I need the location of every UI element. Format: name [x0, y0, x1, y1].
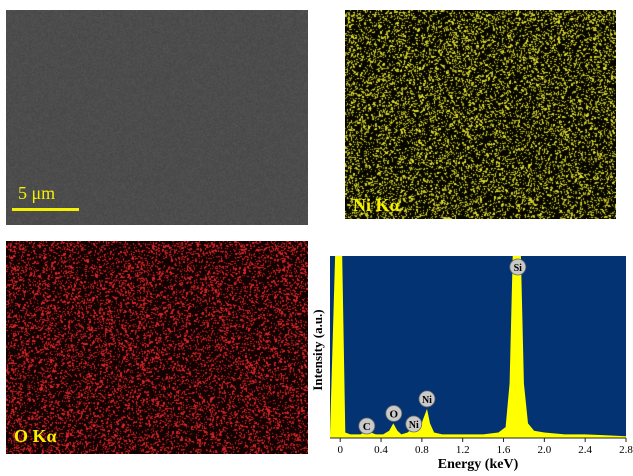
o-elemental-map [6, 241, 308, 454]
plot-area [330, 256, 626, 438]
ni-map-label: Ni Kα [353, 195, 400, 215]
eds-spectrum-chart: C O Ni Ni Si 0 0.4 0.8 1.2 1.6 2.0 2.4 2.8 Intensit… [310, 256, 633, 472]
peak-label-si: Si [509, 258, 527, 276]
ni-elemental-map [345, 10, 616, 219]
svg-text:O: O [390, 408, 399, 420]
sem-image [6, 10, 308, 225]
svg-text:C: C [363, 421, 371, 433]
x-axis-label: Energy (keV) [438, 457, 519, 471]
peak-label-ni: Ni [405, 415, 423, 433]
svg-text:Ni: Ni [422, 395, 432, 406]
eds-spectrum-panel: C O Ni Ni Si 0 0.4 0.8 1.2 1.6 2.0 2.4 2.8 Intensit… [308, 250, 633, 472]
x-tick-label: 1.6 [497, 444, 511, 456]
scale-bar [12, 208, 79, 211]
x-tick-label: 1.2 [456, 444, 470, 456]
svg-text:Ni: Ni [409, 420, 419, 431]
x-tick-label: 2.8 [619, 444, 633, 456]
peak-label-ni: Ni [418, 390, 436, 408]
svg-text:Si: Si [514, 263, 523, 274]
x-tick-label: 0.8 [415, 444, 429, 456]
peak-label-c: C [358, 417, 376, 435]
x-tick-label: 2.0 [537, 444, 551, 456]
o-map-label: O Kα [14, 426, 57, 446]
x-tick-label: 0 [337, 444, 343, 456]
x-tick-label: 0.4 [374, 444, 388, 456]
sem-image-panel: 5 μm [6, 10, 308, 225]
scale-bar-label: 5 μm [18, 183, 56, 203]
peak-label-o: O [385, 405, 403, 422]
o-map-panel: O Kα [6, 241, 308, 454]
ni-map-panel: Ni Kα [345, 10, 616, 219]
y-axis-label: Intensity (a.u.) [310, 309, 325, 390]
x-tick-label: 2.4 [578, 444, 592, 456]
